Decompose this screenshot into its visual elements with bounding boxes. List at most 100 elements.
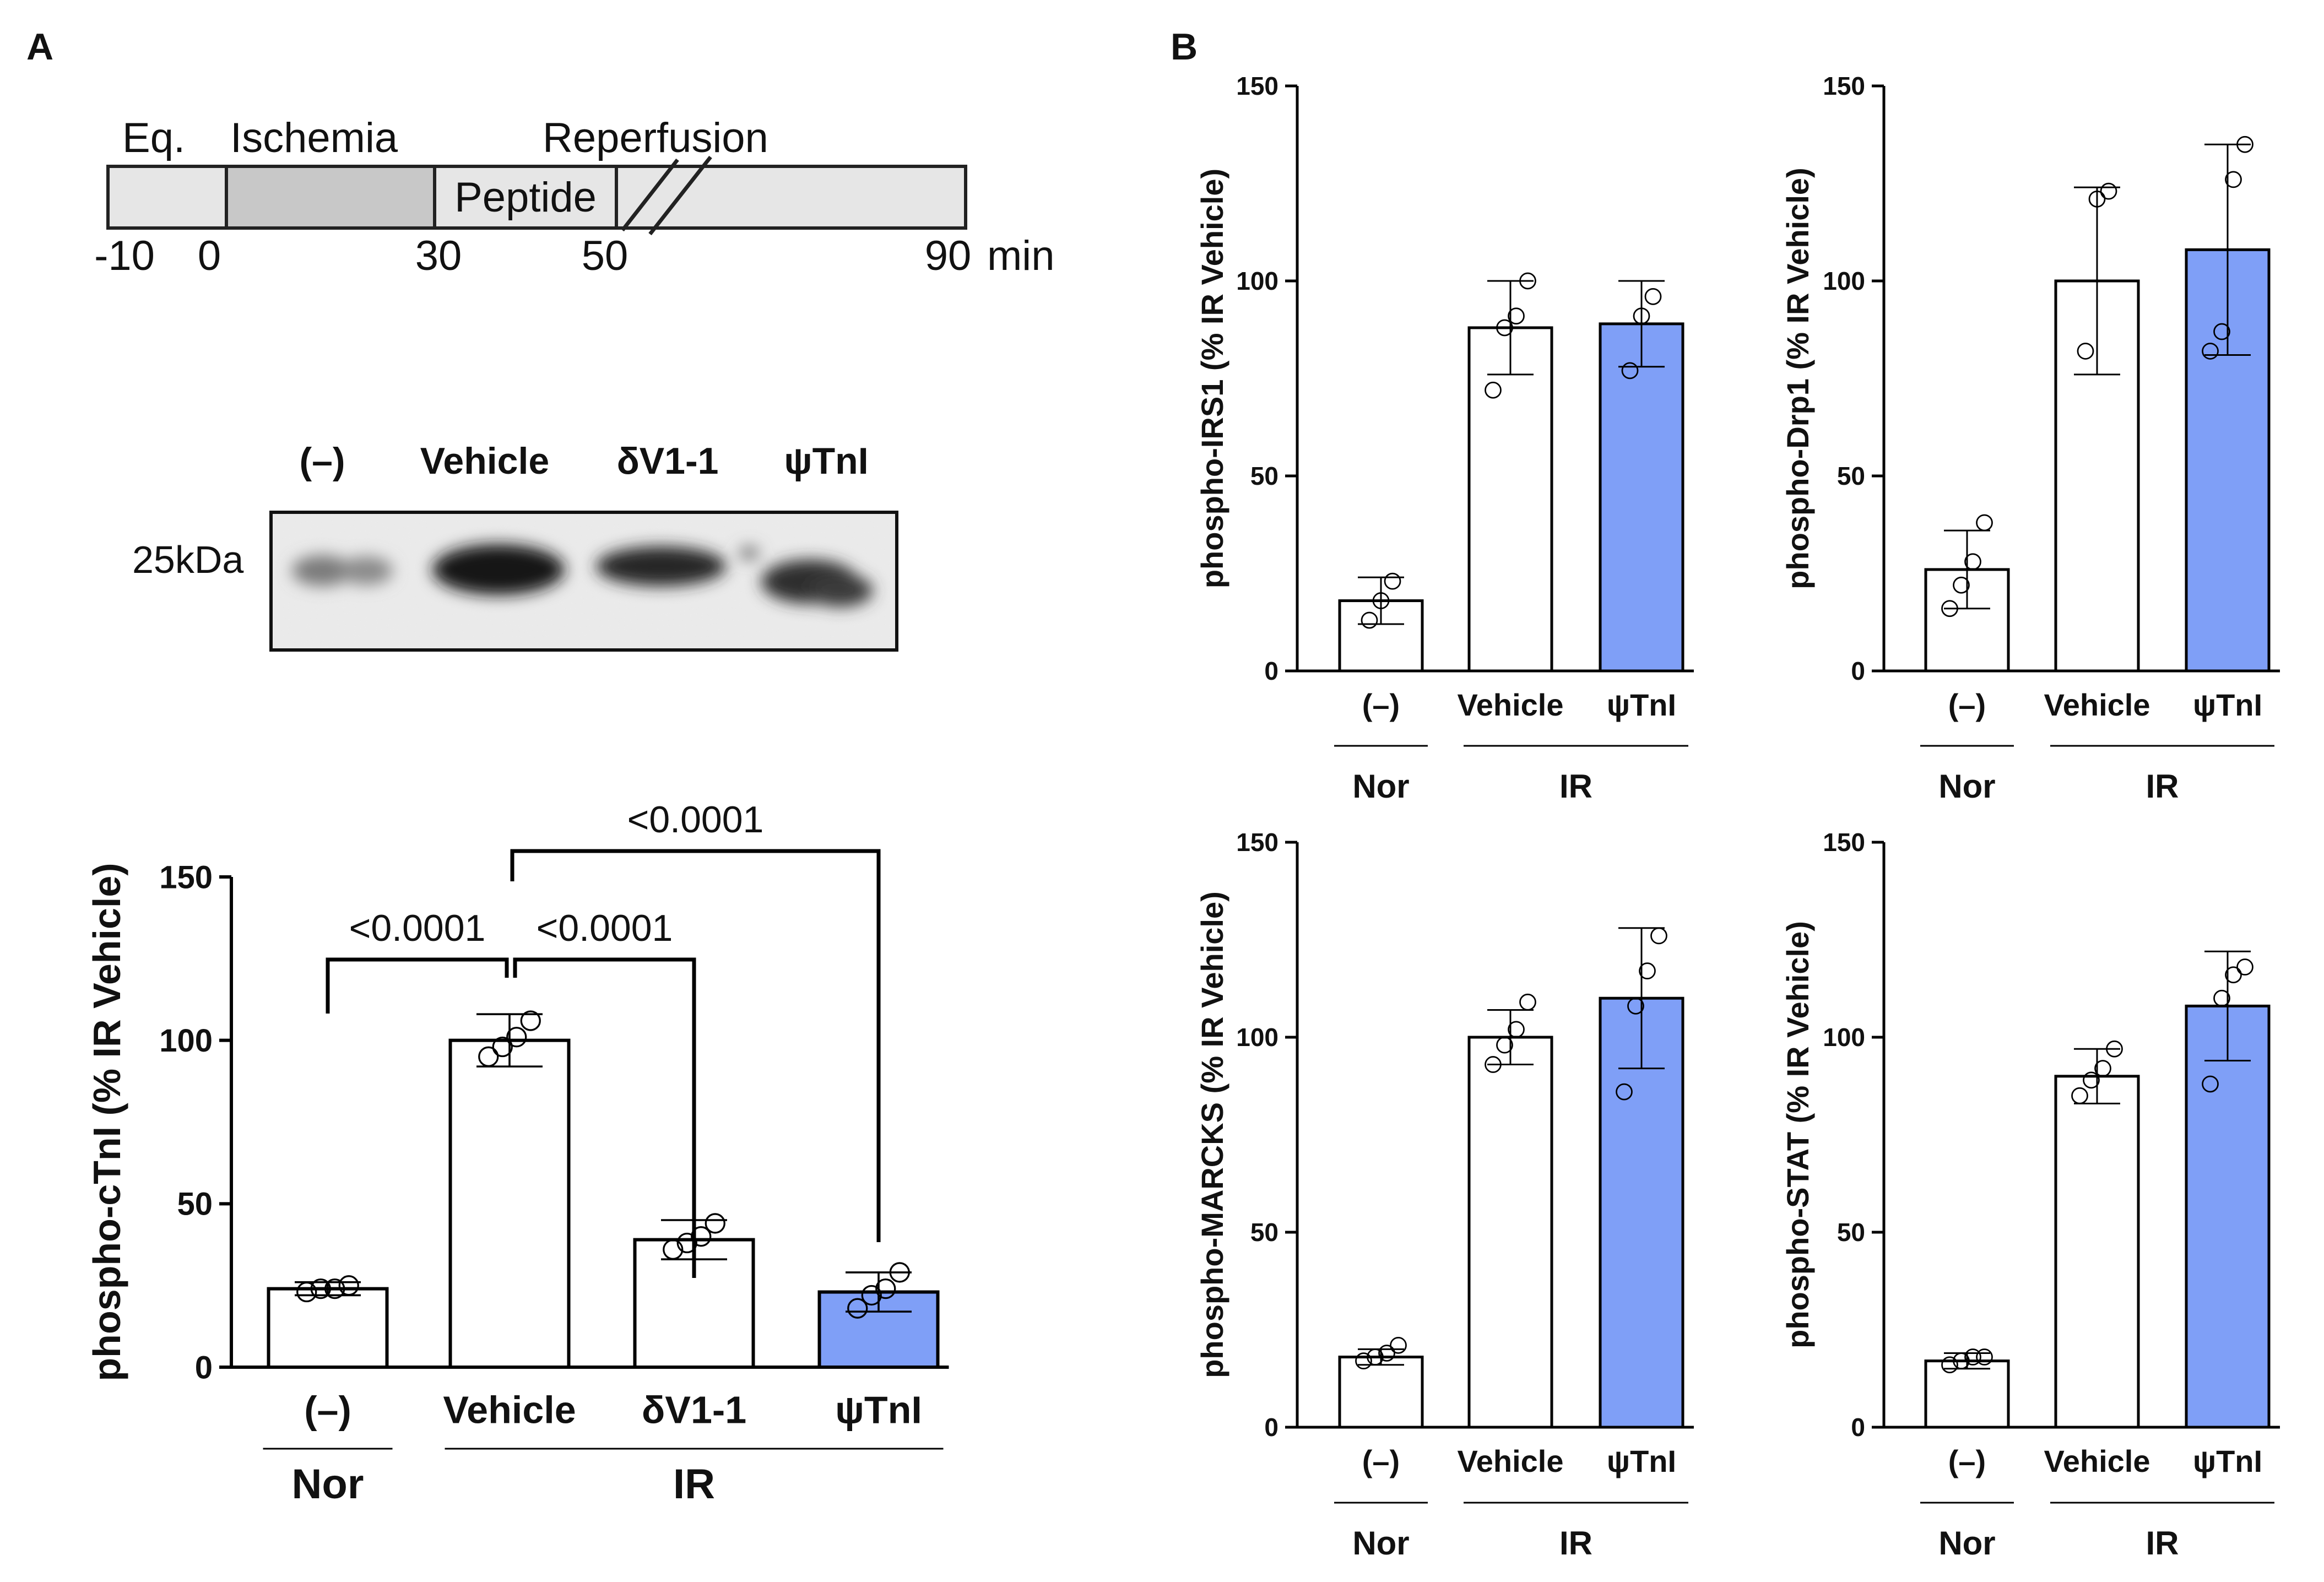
bar: [1338, 1356, 1424, 1429]
significance-bracket: [510, 849, 881, 1242]
data-point: [1367, 1348, 1384, 1366]
data-point: [1650, 927, 1667, 945]
y-tick-label: 100: [159, 1023, 213, 1059]
data-point: [506, 1027, 527, 1048]
data-point: [1964, 1348, 1981, 1366]
data-point: [1485, 1056, 1502, 1073]
y-tick-label: 0: [1264, 1413, 1279, 1442]
data-point: [1508, 1021, 1525, 1038]
y-tick-label: 0: [1851, 657, 1865, 685]
y-axis-label: phospho-IRS1 (% IR Vehicle): [1195, 169, 1229, 588]
y-tick-label: 50: [177, 1186, 213, 1222]
panel-label-a: A: [26, 26, 53, 68]
data-point: [1953, 1352, 1970, 1370]
data-point: [847, 1298, 868, 1319]
y-tick-label: 50: [1837, 1218, 1865, 1247]
data-point: [1976, 1348, 1993, 1366]
data-point: [676, 1232, 697, 1254]
data-point: [2236, 958, 2253, 976]
chart-phospho-ctni: 0 50 100 150 phospho-cTnI (% IR Vehicle) (–) V…: [85, 799, 949, 1508]
bar: [267, 1287, 389, 1369]
data-point: [296, 1281, 317, 1303]
data-point: [1627, 997, 1644, 1015]
timeline-peptide-segment: [433, 165, 618, 230]
data-point: [2202, 343, 2219, 360]
bar: [448, 1038, 571, 1369]
data-point: [889, 1262, 910, 1283]
x-category-label: ψTnI: [2193, 1444, 2262, 1478]
data-point: [520, 1010, 541, 1031]
x-category-label: δV1-1: [642, 1389, 746, 1432]
y-tick-label: 100: [1236, 267, 1279, 295]
data-point: [1519, 272, 1536, 290]
data-point: [705, 1213, 725, 1234]
timeline-tick: 30: [415, 232, 462, 279]
p-value-label: <0.0001: [627, 799, 764, 841]
x-category-label: (–): [1362, 687, 1400, 722]
y-axis-label: phospho-Drp1 (% IR Vehicle): [1780, 167, 1815, 589]
bar: [2054, 1075, 2140, 1429]
data-point: [1355, 1352, 1372, 1370]
p-value-label: <0.0001: [349, 907, 486, 949]
data-point: [2213, 989, 2230, 1007]
y-tick-label: 0: [1851, 1413, 1865, 1442]
x-category-label: ψTnI: [1607, 687, 1676, 722]
timeline-phase-ischemia: Ischemia: [230, 115, 398, 161]
y-tick-label: 100: [1823, 267, 1865, 295]
data-point: [1639, 962, 1656, 980]
data-point: [1621, 362, 1639, 380]
chart-phospho-drp1: 0 50 100 150 phospho-Drp1 (% IR Vehicle) (–) V…: [1780, 72, 2280, 805]
x-category-label: ψTnI: [1607, 1444, 1676, 1478]
data-point: [1361, 611, 1378, 629]
data-point: [1378, 1345, 1395, 1362]
bar: [2185, 1004, 2271, 1429]
timeline-ischemia-segment: [225, 165, 436, 230]
blot-marker-label: 25kDa: [132, 538, 243, 581]
timeline-unit: min: [987, 232, 1054, 279]
x-category-label: (–): [1362, 1444, 1400, 1478]
y-tick-label: 150: [159, 859, 213, 895]
p-value-label: <0.0001: [537, 907, 673, 949]
data-point: [324, 1278, 345, 1299]
data-point: [1372, 592, 1390, 609]
data-point: [338, 1275, 359, 1296]
timeline-tick: 50: [582, 232, 629, 279]
group-label: IR: [1559, 1525, 1592, 1562]
data-point: [875, 1278, 896, 1299]
y-tick-label: 150: [1236, 828, 1279, 857]
y-axis-label: phospho-cTnI (% IR Vehicle): [85, 863, 128, 1381]
data-point: [1390, 1336, 1407, 1354]
blot-band: [739, 546, 759, 560]
blot-band: [292, 555, 353, 586]
data-point: [1964, 553, 1981, 571]
data-point: [2225, 171, 2242, 188]
bar: [1924, 1359, 2010, 1429]
blot-band: [807, 574, 873, 607]
timeline-phase-eq: Eq.: [122, 115, 185, 161]
timeline-peptide-label: Peptide: [454, 174, 597, 221]
data-point: [2236, 136, 2253, 153]
data-point: [1644, 288, 1662, 305]
data-point: [861, 1285, 882, 1306]
data-point: [1485, 381, 1502, 399]
data-point: [492, 1036, 513, 1058]
data-point: [1953, 576, 1970, 594]
data-point: [1496, 1036, 1513, 1054]
timeline-phase-reperfusion: Reperfusion: [543, 115, 768, 161]
significance-bracket: [513, 957, 696, 1278]
x-category-label: ψTnI: [2193, 687, 2262, 722]
x-category-label: (–): [1948, 687, 1986, 722]
x-category-label: Vehicle: [2044, 687, 2150, 722]
y-axis-label: phospho-STAT (% IR Vehicle): [1780, 921, 1815, 1348]
chart-phospho-marcks: 0 50 100 150 phospho-MARCKS (% IR Vehicle) (–…: [1195, 828, 1694, 1562]
y-tick-label: 100: [1823, 1023, 1865, 1052]
x-category-label: (–): [1948, 1444, 1986, 1478]
bar: [1467, 326, 1553, 673]
panel-label-b: B: [1171, 26, 1198, 68]
data-point: [2213, 323, 2230, 340]
blot-lane-label: Vehicle: [420, 440, 549, 482]
y-tick-label: 150: [1823, 828, 1865, 857]
significance-bracket: [326, 957, 509, 1014]
data-point: [310, 1278, 331, 1299]
data-point: [2100, 182, 2117, 200]
